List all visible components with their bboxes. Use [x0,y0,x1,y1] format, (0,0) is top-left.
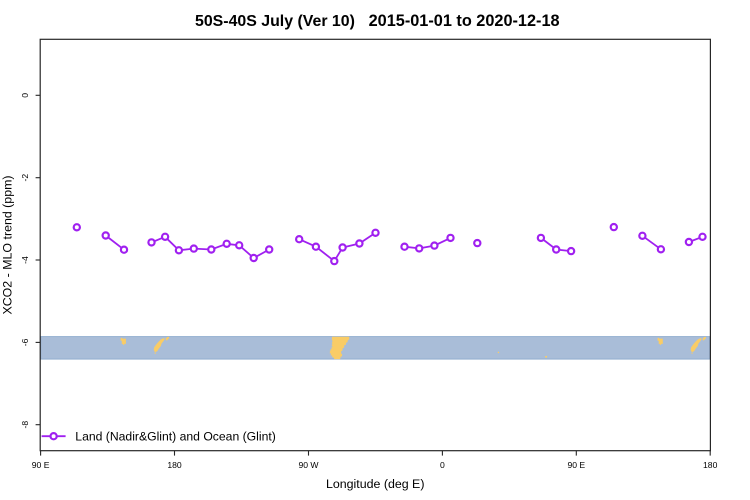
svg-text:50S-40S July (Ver 10): 50S-40S July (Ver 10) [195,13,355,30]
svg-text:2015-01-01 to 2020-12-18: 2015-01-01 to 2020-12-18 [369,12,560,30]
svg-text:-4: -4 [20,256,30,264]
svg-text:0: 0 [440,460,445,470]
svg-text:0: 0 [20,93,30,98]
svg-text:XCO2 - MLO trend (ppm): XCO2 - MLO trend (ppm) [1,175,15,314]
svg-text:-2: -2 [20,174,30,182]
svg-text:90 E: 90 E [32,460,50,470]
svg-text:-6: -6 [20,338,30,346]
svg-text:180: 180 [167,460,182,470]
svg-text:Land (Nadir&Glint) and Ocean (: Land (Nadir&Glint) and Ocean (Glint) [75,429,276,443]
svg-text:180: 180 [703,460,718,470]
svg-text:90 E: 90 E [567,460,585,470]
svg-text:-8: -8 [20,421,30,429]
svg-text:Longitude (deg E): Longitude (deg E) [326,477,425,491]
svg-text:90 W: 90 W [298,460,319,470]
